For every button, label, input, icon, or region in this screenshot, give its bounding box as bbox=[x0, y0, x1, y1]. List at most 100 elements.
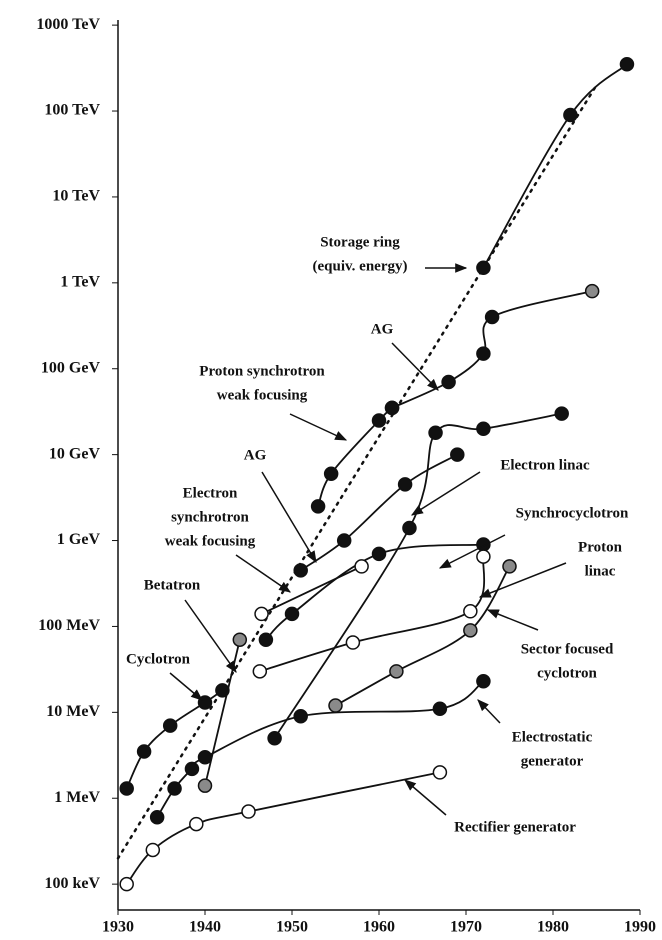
data-point bbox=[119, 876, 134, 892]
data-point bbox=[476, 549, 491, 564]
arrow bbox=[391, 342, 439, 391]
data-point bbox=[197, 778, 213, 793]
data-point bbox=[563, 107, 578, 123]
x-tick-label: 1930 bbox=[102, 919, 134, 936]
data-point bbox=[293, 563, 308, 578]
annotation: AG bbox=[244, 447, 267, 463]
y-tick-label: 100 TeV bbox=[44, 102, 100, 119]
annotation: linac bbox=[585, 563, 616, 579]
x-tick-label: 1990 bbox=[624, 919, 656, 936]
annotation: Synchrocyclotron bbox=[516, 505, 629, 521]
annotation: Proton bbox=[578, 539, 623, 555]
annotation: Betatron bbox=[144, 577, 201, 593]
annotation: Storage ring bbox=[320, 234, 400, 250]
arrow bbox=[478, 562, 567, 598]
data-point bbox=[336, 533, 352, 548]
data-point bbox=[371, 413, 387, 428]
y-tick-label: 1 GeV bbox=[57, 531, 101, 548]
arrow bbox=[289, 413, 348, 441]
arrow bbox=[235, 554, 291, 593]
data-point bbox=[345, 635, 361, 650]
curve bbox=[482, 63, 628, 269]
x-tick-label: 1970 bbox=[450, 919, 482, 936]
arrow bbox=[477, 699, 501, 724]
curve bbox=[334, 565, 511, 707]
data-point bbox=[293, 709, 308, 724]
data-point bbox=[167, 781, 182, 796]
data-point bbox=[384, 400, 400, 416]
data-point bbox=[284, 606, 300, 622]
annotation: Sector focused bbox=[521, 641, 614, 657]
arrow bbox=[261, 471, 317, 564]
annotation: AG bbox=[371, 321, 394, 337]
annotation: cyclotron bbox=[537, 665, 597, 681]
data-point bbox=[258, 632, 274, 647]
data-point bbox=[619, 57, 635, 72]
data-point bbox=[119, 781, 134, 796]
annotation: Proton synchrotron bbox=[199, 363, 325, 379]
data-point bbox=[584, 283, 600, 299]
x-tick-label: 1940 bbox=[189, 919, 221, 936]
data-point bbox=[145, 842, 161, 858]
data-point bbox=[354, 559, 369, 574]
data-point bbox=[428, 425, 443, 440]
curve bbox=[391, 290, 594, 409]
annotation: Electron bbox=[183, 485, 238, 501]
y-tick-label: 10 MeV bbox=[46, 703, 100, 720]
annotation: Electrostatic bbox=[512, 729, 593, 745]
data-point bbox=[432, 701, 448, 717]
y-tick-label: 10 GeV bbox=[49, 445, 101, 462]
data-point bbox=[323, 466, 339, 481]
data-point bbox=[162, 718, 178, 733]
data-point bbox=[402, 520, 417, 536]
data-point bbox=[267, 730, 282, 746]
data-point bbox=[554, 406, 569, 421]
arrow bbox=[486, 609, 539, 631]
data-point bbox=[463, 604, 478, 619]
y-tick-label: 100 GeV bbox=[41, 359, 101, 376]
curve bbox=[204, 638, 241, 787]
curve bbox=[273, 412, 563, 740]
data-point bbox=[371, 546, 387, 562]
data-point bbox=[189, 816, 204, 832]
data-point bbox=[476, 674, 491, 689]
data-point bbox=[389, 664, 404, 679]
data-point bbox=[149, 810, 165, 825]
data-point bbox=[328, 698, 343, 713]
data-point bbox=[432, 765, 448, 780]
curve bbox=[265, 543, 485, 641]
curve bbox=[260, 565, 363, 615]
data-point bbox=[252, 664, 268, 679]
data-point bbox=[241, 804, 256, 819]
arrow bbox=[184, 599, 237, 673]
data-point bbox=[184, 761, 200, 777]
y-tick-label: 1 TeV bbox=[60, 274, 100, 291]
annotation: Electron linac bbox=[500, 457, 590, 473]
data-point bbox=[502, 559, 517, 574]
data-point bbox=[476, 260, 491, 275]
x-tick-label: 1980 bbox=[537, 919, 569, 936]
curve bbox=[299, 453, 459, 572]
annotation: synchrotron bbox=[171, 509, 249, 525]
arrow bbox=[404, 779, 447, 816]
x-tick-label: 1950 bbox=[276, 919, 308, 936]
data-point bbox=[450, 447, 465, 462]
arrow bbox=[169, 672, 203, 701]
data-point bbox=[310, 499, 326, 514]
annotation: weak focusing bbox=[217, 387, 308, 403]
data-point bbox=[197, 750, 213, 765]
data-point bbox=[441, 374, 456, 390]
y-tick-label: 100 MeV bbox=[38, 617, 100, 634]
data-point bbox=[215, 683, 230, 698]
arrow bbox=[410, 471, 481, 516]
annotation: Cyclotron bbox=[126, 651, 191, 667]
data-point bbox=[484, 309, 500, 325]
data-point bbox=[136, 744, 152, 759]
y-tick-label: 1000 TeV bbox=[36, 16, 100, 33]
y-tick-label: 10 TeV bbox=[52, 188, 100, 205]
data-point bbox=[476, 346, 491, 361]
annotation: (equiv. energy) bbox=[313, 258, 408, 274]
data-point bbox=[397, 477, 413, 492]
annotation: generator bbox=[521, 753, 584, 769]
